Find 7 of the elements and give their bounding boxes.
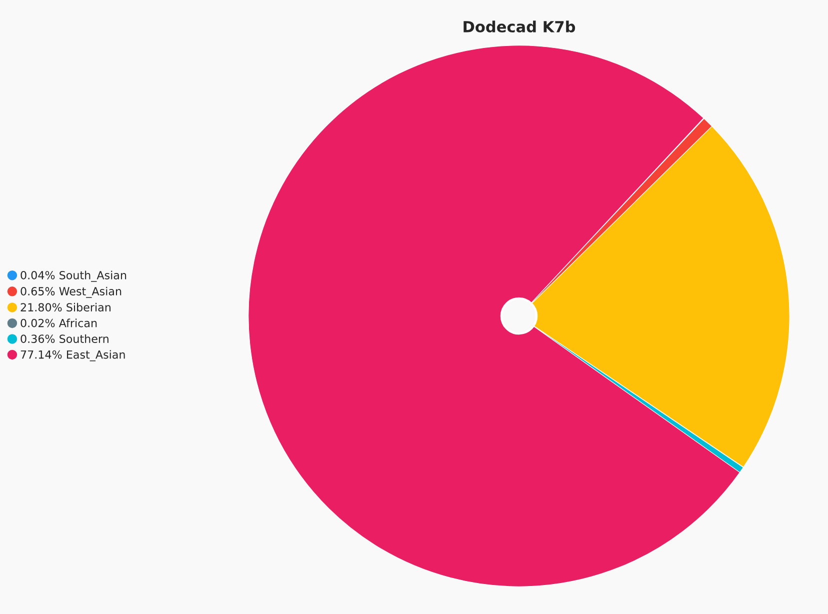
legend-label: 21.80% Siberian	[20, 302, 110, 312]
legend-label: 0.36% Southern	[20, 334, 108, 344]
legend-label: 0.04% South_Asian	[20, 270, 126, 282]
legend-label: 0.02% African	[20, 318, 97, 328]
legend-label: 0.65% West_Asian	[20, 286, 122, 298]
chart-title: Dodecad K7b	[464, 20, 576, 32]
legend-label: 77.14% East_Asian	[20, 350, 125, 362]
